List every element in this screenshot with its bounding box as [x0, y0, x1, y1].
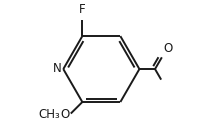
Text: O: O	[163, 42, 172, 55]
Text: O: O	[60, 108, 69, 121]
Text: CH₃: CH₃	[39, 108, 61, 121]
Text: N: N	[53, 62, 61, 75]
Text: F: F	[79, 3, 86, 16]
